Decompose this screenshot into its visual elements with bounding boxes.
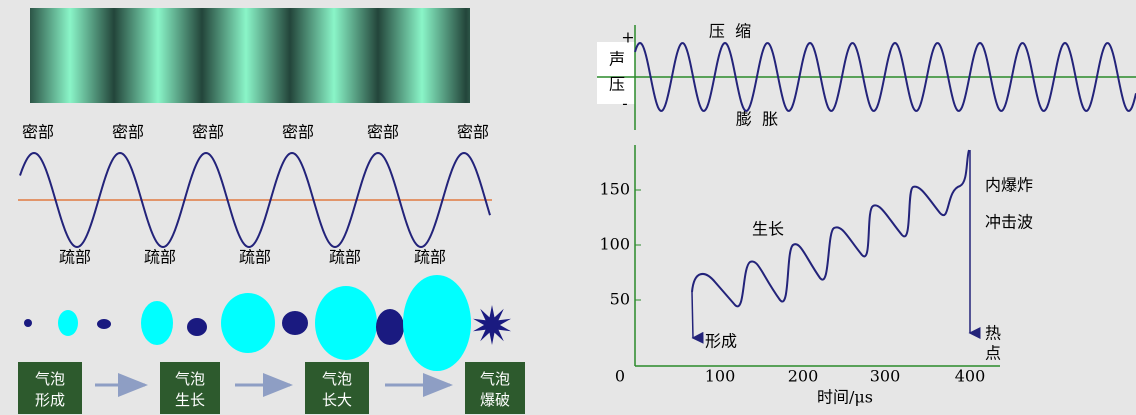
slide: 密部 密部 密部 密部 密部 密部 疏部 疏部 疏部 疏部 疏部 气泡 形成 气…: [0, 0, 1136, 415]
x-tick-label: 200: [788, 367, 819, 386]
x-tick-label: 400: [955, 367, 986, 386]
bubble: [187, 318, 207, 336]
stage-text: 长大: [322, 391, 352, 409]
annotation: 生长: [752, 220, 784, 239]
dense-labels: 密部 密部 密部 密部 密部 密部: [22, 123, 489, 142]
density-band: [30, 8, 470, 103]
axis-label: 声: [609, 50, 625, 69]
dense-label: 密部: [367, 123, 399, 142]
y-tick-label: 150: [599, 180, 630, 199]
stage-text: 气泡: [35, 370, 65, 388]
compression: 压 缩: [709, 22, 751, 41]
annotation: 热: [985, 324, 1001, 343]
dense-label: 密部: [457, 123, 489, 142]
plus: +: [621, 28, 634, 47]
bubbles: [24, 275, 511, 371]
sparse-label: 疏部: [144, 248, 176, 267]
dense-label: 密部: [22, 123, 54, 142]
x-tick-label: 300: [870, 367, 901, 386]
stages: 气泡 形成 气泡 生长 气泡 长大 气泡 爆破: [18, 362, 525, 414]
bubble: [282, 311, 308, 335]
stage-text: 生长: [175, 391, 205, 409]
bubble: [141, 301, 173, 345]
dense-label: 密部: [282, 123, 314, 142]
burst: [473, 305, 511, 345]
minus: -: [622, 94, 627, 113]
bubble: [315, 286, 377, 360]
dense-label: 密部: [112, 123, 144, 142]
annotation: 形成: [705, 332, 737, 351]
dense-label: 密部: [192, 123, 224, 142]
bubble-radius-curve: [692, 150, 969, 306]
bubble: [221, 293, 275, 353]
sparse-label: 疏部: [414, 248, 446, 267]
x-tick-label: 0: [615, 367, 625, 386]
bubble: [24, 319, 32, 327]
stage-text: 形成: [35, 391, 65, 409]
sparse-label: 疏部: [59, 248, 91, 267]
expansion: 膨 胀: [736, 110, 778, 129]
stage-text: 气泡: [322, 370, 352, 388]
x-axis-label: 时间/μs: [817, 388, 873, 407]
bubble: [58, 310, 78, 336]
stage-text: 爆破: [480, 391, 510, 409]
axis-label: 压: [609, 75, 625, 94]
annotation: 内爆炸: [985, 176, 1033, 195]
bubble: [376, 309, 404, 345]
annotation: 冲击波: [985, 213, 1033, 232]
y-tick-label: 100: [599, 235, 630, 254]
bubble: [97, 319, 111, 329]
stage-text: 气泡: [175, 370, 205, 388]
bubble: [403, 275, 471, 371]
y-tick-label: 50: [610, 290, 630, 309]
annotation: 点: [985, 344, 1001, 363]
stage-text: 气泡: [480, 370, 510, 388]
sparse-label: 疏部: [329, 248, 361, 267]
x-tick-label: 100: [705, 367, 736, 386]
sparse-label: 疏部: [239, 248, 271, 267]
arrow: [692, 292, 693, 338]
sparse-labels: 疏部 疏部 疏部 疏部 疏部: [59, 248, 446, 267]
